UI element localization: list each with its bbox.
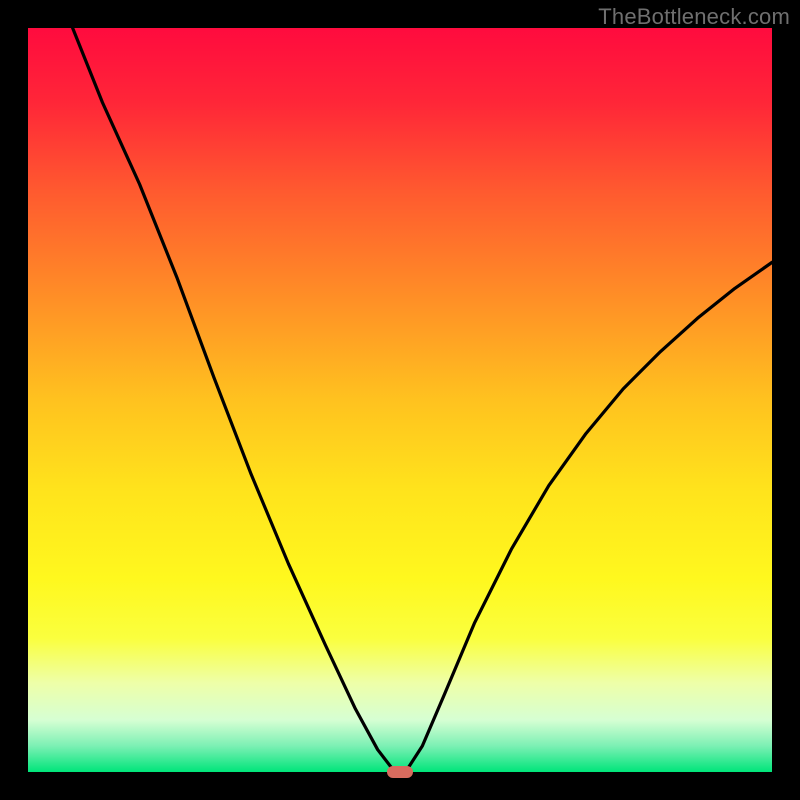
- watermark-source: TheBottleneck.com: [598, 4, 790, 30]
- curve-path: [73, 28, 772, 772]
- chart-canvas: TheBottleneck.com: [0, 0, 800, 800]
- optimum-marker: [387, 766, 412, 777]
- plot-area: [28, 28, 772, 772]
- bottleneck-curve: [28, 28, 772, 772]
